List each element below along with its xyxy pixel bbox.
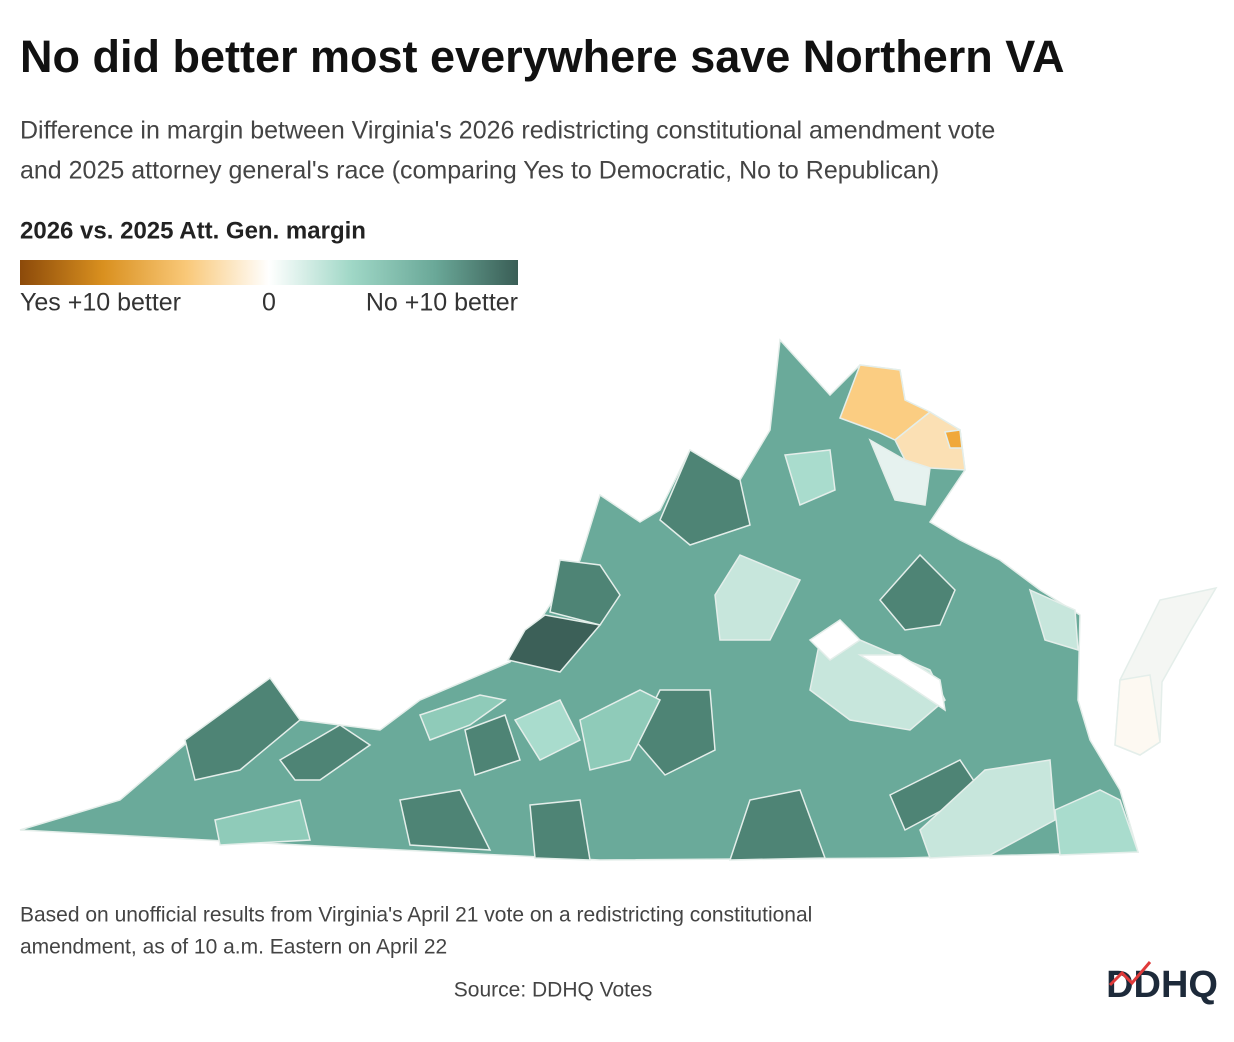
county: [919, 759, 1056, 859]
county: [944, 429, 963, 449]
legend-ticks: Yes +10 better 0 No +10 better: [20, 289, 518, 317]
county: [464, 714, 521, 776]
county: [513, 699, 582, 761]
logo: DDHQ: [1106, 964, 1218, 1006]
county: [1028, 588, 1079, 652]
legend-tick-label: Yes +10 better: [20, 289, 181, 317]
footnote: Based on unofficial results from Virgini…: [20, 904, 812, 927]
source: Source: DDHQ Votes: [454, 979, 652, 1002]
legend-tick-label: No +10 better: [366, 289, 518, 317]
county: [868, 438, 931, 506]
county: [579, 689, 662, 771]
county: [857, 654, 947, 712]
subtitle: Difference in margin between Virginia's …: [20, 117, 995, 145]
county: [808, 619, 862, 661]
county: [784, 449, 836, 507]
legend-bar: [20, 260, 518, 285]
county: [399, 789, 492, 851]
county: [214, 799, 311, 846]
county: [419, 694, 507, 741]
county: [879, 553, 956, 631]
logo-mark: [1108, 961, 1152, 987]
legend-title: 2026 vs. 2025 Att. Gen. margin: [20, 217, 366, 244]
county: [1114, 674, 1161, 756]
county: [728, 789, 827, 861]
legend-tick-label: 0: [262, 289, 276, 317]
county: [506, 614, 602, 673]
county: [714, 554, 802, 641]
subtitle: and 2025 attorney general's race (compar…: [20, 157, 939, 185]
footnote: amendment, as of 10 a.m. Eastern on Apri…: [20, 936, 447, 959]
county: [549, 559, 621, 626]
county: [529, 799, 591, 861]
county: [184, 676, 302, 781]
county: [278, 724, 372, 781]
county: [659, 448, 751, 546]
county: [839, 364, 932, 441]
map: [19, 338, 1218, 861]
county: [1054, 789, 1140, 856]
chart-title: No did better most everywhere save North…: [20, 31, 1064, 82]
